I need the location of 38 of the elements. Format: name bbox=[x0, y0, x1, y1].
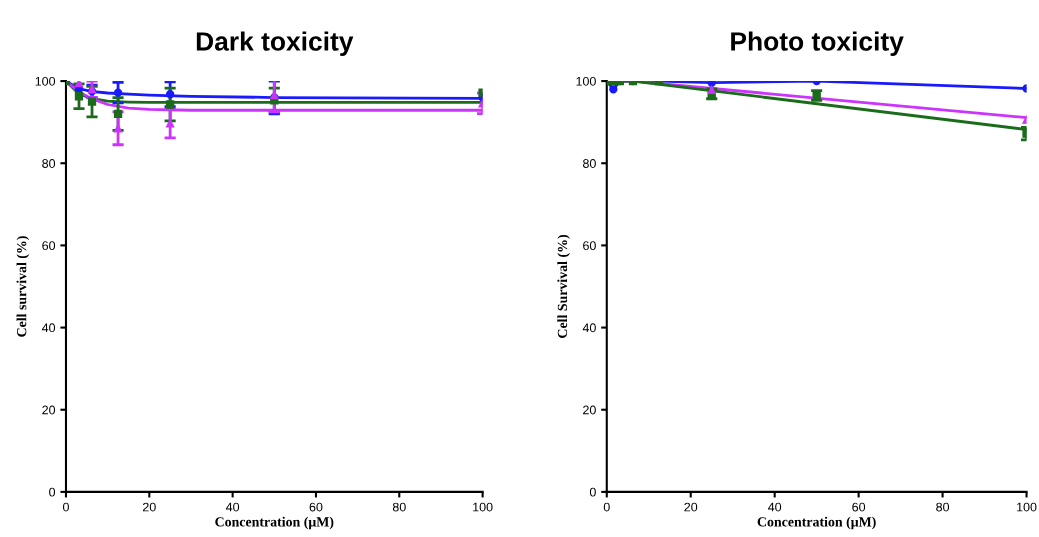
x-tick-label: 40 bbox=[768, 502, 782, 512]
point bbox=[113, 88, 123, 97]
y-tick-label: 20 bbox=[42, 405, 56, 415]
x-tick-label: 0 bbox=[603, 502, 610, 512]
y-axis-title: Cell Survival (%) bbox=[557, 235, 570, 338]
y-tick-label: 80 bbox=[583, 159, 596, 168]
x-tick-label: 100 bbox=[473, 502, 493, 512]
y-tick-label: 100 bbox=[576, 76, 596, 86]
x-axis-title: Concentration (μM) bbox=[757, 516, 876, 530]
point bbox=[113, 109, 123, 119]
point bbox=[113, 124, 123, 133]
point bbox=[165, 90, 175, 99]
point bbox=[165, 100, 175, 109]
point bbox=[74, 92, 84, 101]
x-tick-label: 40 bbox=[225, 502, 240, 512]
x-tick-label: 100 bbox=[1017, 502, 1037, 512]
x-tick-label: 0 bbox=[62, 502, 69, 512]
x-tick-label: 20 bbox=[142, 502, 156, 512]
x-tick-label: 60 bbox=[309, 502, 323, 512]
x-axis-title: Concentration (μM) bbox=[215, 516, 334, 530]
x-tick-label: 20 bbox=[684, 502, 698, 512]
y-tick-label: 60 bbox=[583, 241, 596, 251]
y-tick-label: 0 bbox=[589, 487, 596, 497]
y-tick-label: 80 bbox=[42, 159, 56, 168]
y-tick-label: 100 bbox=[35, 76, 56, 86]
y-tick-label: 0 bbox=[49, 487, 56, 497]
chart-title: Photo toxicity bbox=[731, 31, 904, 57]
point bbox=[87, 97, 97, 106]
x-tick-label: 80 bbox=[392, 502, 406, 512]
chart-title: Dark toxicity bbox=[196, 31, 354, 57]
y-axis-title: Cell survival (%) bbox=[16, 236, 30, 337]
y-tick-label: 20 bbox=[583, 405, 596, 415]
y-tick-label: 40 bbox=[582, 323, 596, 333]
y-tick-label: 40 bbox=[41, 323, 56, 333]
y-tick-label: 60 bbox=[42, 241, 56, 251]
x-tick-label: 80 bbox=[936, 502, 950, 512]
point bbox=[165, 119, 175, 128]
x-tick-label: 60 bbox=[852, 502, 866, 512]
